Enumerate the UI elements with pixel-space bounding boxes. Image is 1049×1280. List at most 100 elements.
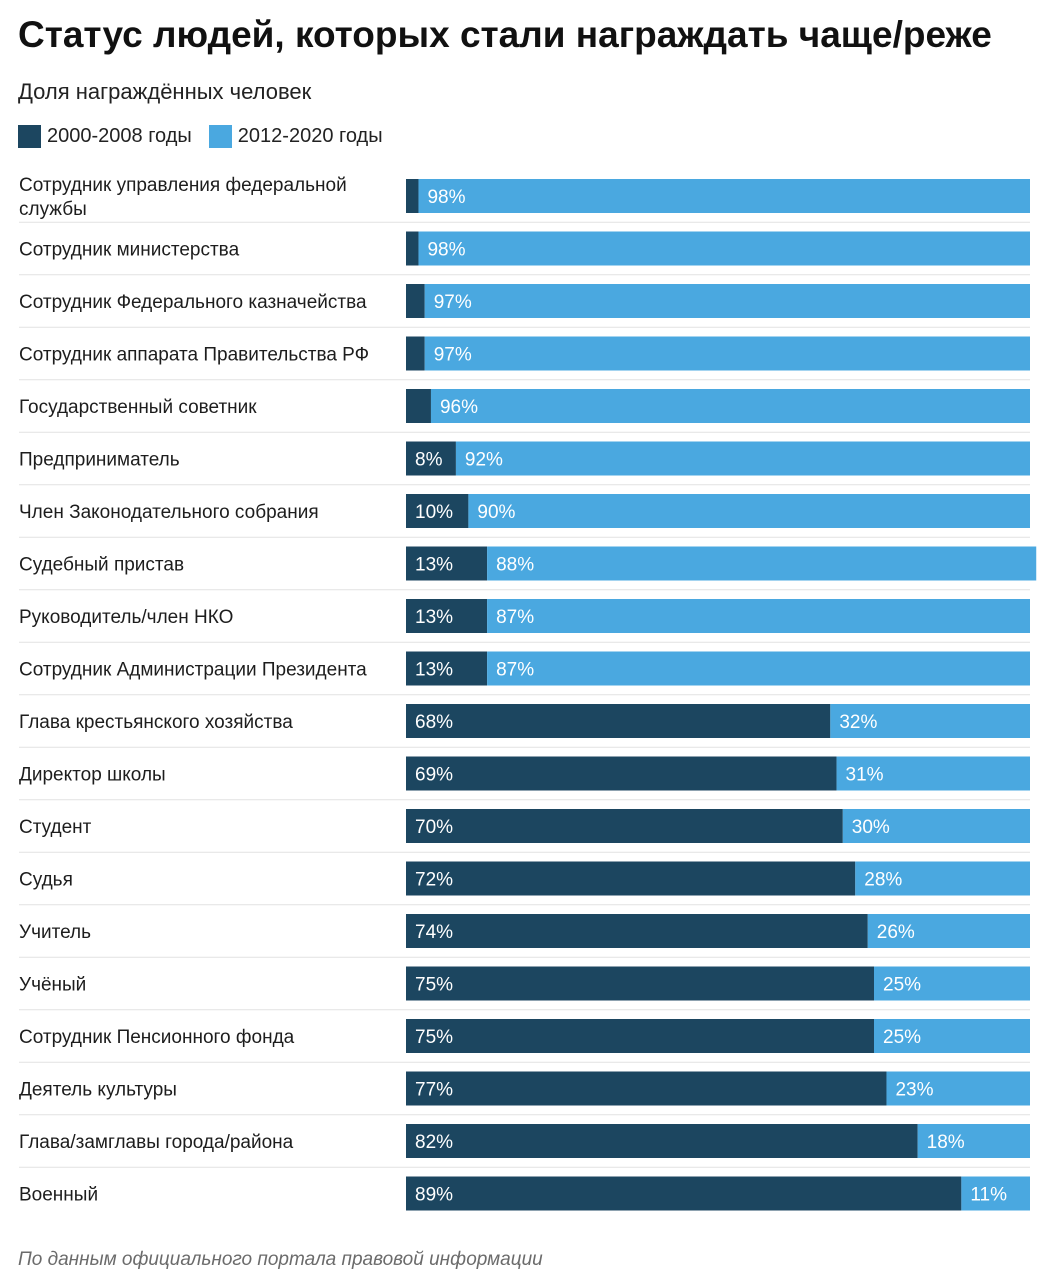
bar-1-18 <box>406 1071 887 1106</box>
data-label-1-8: 13% <box>415 555 453 576</box>
category-label-6: Предприниматель <box>19 450 180 471</box>
legend-item-1: 2000-2008 годы <box>18 125 192 148</box>
category-label-14: Судья <box>19 870 73 891</box>
data-label-1-6: 8% <box>415 450 443 471</box>
category-label-1: Сотрудник управления федеральной службы <box>19 175 347 220</box>
bar-1-3 <box>406 284 425 318</box>
data-label-2-18: 23% <box>895 1080 933 1101</box>
data-label-1-10: 13% <box>415 660 453 681</box>
category-label-13: Студент <box>19 817 92 838</box>
data-label-2-2: 98% <box>427 240 465 261</box>
data-label-2-14: 28% <box>864 870 902 891</box>
legend-swatch-2 <box>208 125 232 148</box>
bar-1-14 <box>406 861 856 896</box>
bar-1-8 <box>406 546 488 581</box>
data-label-1-19: 82% <box>415 1132 453 1153</box>
data-label-1-16: 75% <box>415 975 453 996</box>
category-label-4: Сотрудник аппарата Правительства РФ <box>19 345 369 366</box>
bar-1-19 <box>406 1124 918 1158</box>
category-label-3: Сотрудник Федерального казначейства <box>19 292 367 313</box>
bar-2-14 <box>855 861 1030 896</box>
data-label-1-12: 69% <box>415 765 453 786</box>
bar-1-11 <box>406 704 831 738</box>
category-label-18: Деятель культуры <box>19 1080 177 1101</box>
bar-1-9 <box>406 599 488 633</box>
category-label-8: Судебный пристав <box>19 555 184 576</box>
bar-2-10 <box>487 651 1030 686</box>
data-label-2-1: 98% <box>427 187 465 208</box>
bar-1-16 <box>406 966 874 1001</box>
category-label-12: Директор школы <box>19 765 166 786</box>
bar-1-1 <box>406 179 419 213</box>
category-label-20: Военный <box>19 1185 98 1206</box>
bar-2-8 <box>487 546 1037 581</box>
category-label-2: Сотрудник министерства <box>19 240 240 261</box>
bar-1-10 <box>406 651 488 686</box>
data-label-2-17: 25% <box>883 1027 921 1048</box>
bar-2-11 <box>830 704 1030 738</box>
bar-1-12 <box>406 756 837 791</box>
bar-1-7 <box>406 494 469 528</box>
legend-label-2: 2012-2020 годы <box>237 125 383 147</box>
bar-2-18 <box>886 1071 1030 1106</box>
bar-2-17 <box>874 1019 1030 1053</box>
data-label-2-11: 32% <box>839 712 877 733</box>
category-label-17: Сотрудник Пенсионного фонда <box>19 1027 295 1048</box>
bar-1-20 <box>406 1176 962 1211</box>
data-label-2-8: 88% <box>496 555 534 576</box>
category-label-10: Сотрудник Администрации Президента <box>19 660 367 681</box>
data-label-2-5: 96% <box>440 397 478 418</box>
chart-subtitle: Доля награждённых человек <box>18 79 312 104</box>
bar-2-9 <box>487 599 1030 633</box>
data-label-2-9: 87% <box>496 607 534 628</box>
bar-2-6 <box>455 441 1030 476</box>
bar-2-15 <box>867 914 1030 948</box>
category-label-9: Руководитель/член НКО <box>19 607 233 628</box>
category-label-7: Член Законодательного собрания <box>19 502 319 523</box>
data-label-2-16: 25% <box>883 975 921 996</box>
legend-swatch-1 <box>18 125 41 148</box>
data-label-1-17: 75% <box>415 1027 453 1048</box>
data-label-2-20: 11% <box>970 1185 1007 1206</box>
category-label-15: Учитель <box>19 922 91 943</box>
data-label-2-7: 90% <box>477 502 515 523</box>
bar-1-6 <box>406 441 456 476</box>
bar-2-3 <box>424 284 1031 318</box>
category-label-19: Глава/замглавы города/района <box>19 1132 294 1153</box>
bar-2-5 <box>430 389 1031 423</box>
data-label-2-4: 97% <box>434 345 472 366</box>
bar-1-13 <box>406 809 843 843</box>
bar-1-17 <box>406 1019 874 1053</box>
legend-label-1: 2000-2008 годы <box>47 125 192 147</box>
bar-2-13 <box>842 809 1030 843</box>
data-label-2-19: 18% <box>927 1132 965 1153</box>
bar-1-4 <box>406 336 425 371</box>
bar-2-1 <box>418 179 1031 213</box>
category-label-5: Государственный советник <box>19 397 257 418</box>
chart-title: Статус людей, которых стали награждать ч… <box>18 14 992 55</box>
bar-2-19 <box>917 1124 1030 1158</box>
data-label-1-14: 72% <box>415 870 453 891</box>
bar-1-2 <box>406 231 419 266</box>
bar-2-7 <box>468 494 1030 528</box>
data-label-1-20: 89% <box>415 1185 453 1206</box>
data-label-1-11: 68% <box>415 712 453 733</box>
legend-item-2: 2012-2020 годы <box>208 125 383 148</box>
bar-1-5 <box>406 389 431 423</box>
bar-2-20 <box>961 1176 1030 1211</box>
stacked-bar-chart: Сотрудник управления федеральной службы 98… <box>19 175 1037 1211</box>
bar-2-2 <box>418 231 1031 266</box>
category-label-11: Глава крестьянского хозяйства <box>19 712 293 733</box>
data-label-2-6: 92% <box>465 450 503 471</box>
legend: 2000-2008 годы 2012-2020 годы <box>18 125 400 148</box>
data-label-2-12: 31% <box>846 765 884 786</box>
bar-2-4 <box>424 336 1031 371</box>
data-label-2-10: 87% <box>496 660 534 681</box>
data-label-2-13: 30% <box>852 817 890 838</box>
data-label-2-3: 97% <box>434 292 472 313</box>
data-label-2-15: 26% <box>877 922 915 943</box>
data-label-1-9: 13% <box>415 607 453 628</box>
bar-2-16 <box>874 966 1030 1001</box>
data-label-1-18: 77% <box>415 1080 453 1101</box>
bar-1-15 <box>406 914 868 948</box>
